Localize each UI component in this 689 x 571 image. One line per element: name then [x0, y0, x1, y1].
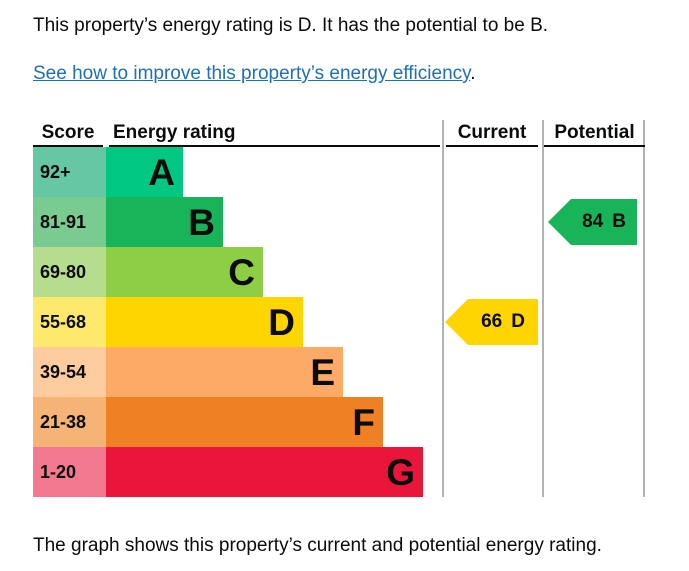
band-letter: A [148, 151, 175, 193]
graph-caption: The graph shows this property’s current … [33, 535, 602, 556]
current-rating-arrow: 66 D [445, 299, 538, 345]
band-score-range: 69-80 [33, 247, 106, 297]
band-letter: G [386, 451, 415, 493]
band-bar-f: F [106, 397, 383, 447]
improve-efficiency-link[interactable]: See how to improve this property’s energ… [33, 63, 471, 84]
band-row-c: 69-80 C [33, 247, 645, 297]
band-letter: D [268, 301, 295, 343]
band-score-range: 39-54 [33, 347, 106, 397]
band-letter: E [310, 351, 335, 393]
band-row-a: 92+ A [33, 147, 645, 197]
band-letter: F [352, 401, 375, 443]
potential-rating-band: B [612, 211, 626, 232]
column-divider-potential [542, 120, 544, 497]
header-current: Current [446, 120, 538, 147]
column-divider-current [442, 120, 444, 497]
band-row-b: 81-91 B [33, 197, 645, 247]
epc-page: This property’s energy rating is D. It h… [33, 15, 689, 556]
band-score-range: 55-68 [33, 297, 106, 347]
improve-efficiency-link-line: See how to improve this property’s energ… [33, 61, 689, 86]
band-letter: B [188, 201, 215, 243]
band-score-range: 1-20 [33, 447, 106, 497]
band-row-d: 55-68 D [33, 297, 645, 347]
current-rating-band: D [511, 311, 525, 332]
header-potential: Potential [544, 120, 645, 147]
band-bar-a: A [106, 147, 183, 197]
epc-header-row: Score Energy rating Current Potential [33, 120, 645, 147]
energy-rating-summary: This property’s energy rating is D. It h… [33, 15, 549, 36]
epc-rating-graph: Score Energy rating Current Potential 92… [33, 120, 645, 497]
band-bar-b: B [106, 197, 223, 247]
band-score-range: 81-91 [33, 197, 106, 247]
band-score-range: 21-38 [33, 397, 106, 447]
band-letter: C [228, 251, 255, 293]
band-bar-e: E [106, 347, 343, 397]
band-bar-c: C [106, 247, 263, 297]
current-rating-value: 66 [481, 311, 503, 332]
band-row-g: 1-20 G [33, 447, 645, 497]
potential-rating-value: 84 [582, 211, 604, 232]
band-row-f: 21-38 F [33, 397, 645, 447]
band-score-range: 92+ [33, 147, 106, 197]
band-row-e: 39-54 E [33, 347, 645, 397]
header-score: Score [33, 120, 103, 147]
header-energy-rating: Energy rating [109, 120, 440, 147]
link-suffix-period: . [470, 63, 476, 84]
band-bar-g: G [106, 447, 423, 497]
band-bar-d: D [106, 297, 303, 347]
table-right-border [643, 120, 645, 497]
